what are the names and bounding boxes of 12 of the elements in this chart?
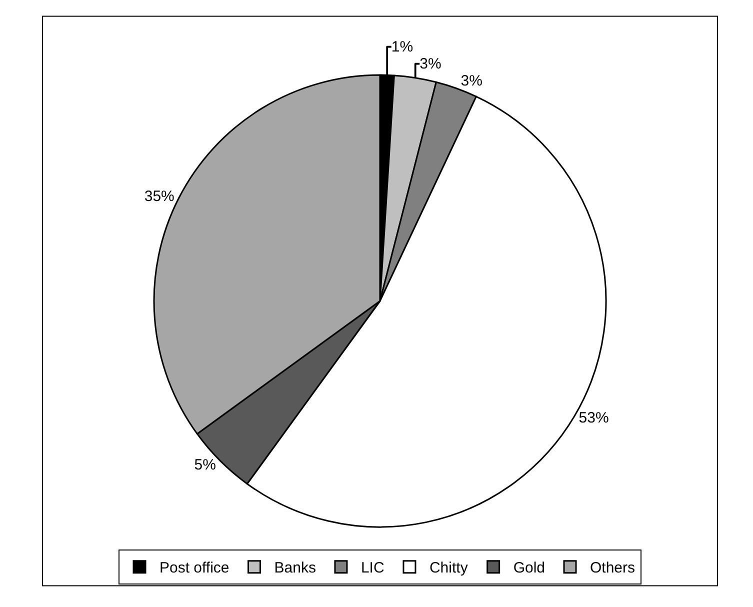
data-label: 3% xyxy=(460,72,482,90)
legend-label: Chitty xyxy=(429,560,468,577)
legend-label: Post office xyxy=(160,560,230,577)
legend-label: Gold xyxy=(513,560,546,577)
legend-label: LIC xyxy=(360,560,384,577)
data-label: 1% xyxy=(391,38,414,56)
data-label: 5% xyxy=(194,456,216,474)
legend-label: Others xyxy=(590,560,636,577)
data-label: 35% xyxy=(144,188,174,206)
legend-label: Banks xyxy=(274,560,316,577)
data-label: 3% xyxy=(420,55,442,72)
data-label: 53% xyxy=(578,410,609,427)
